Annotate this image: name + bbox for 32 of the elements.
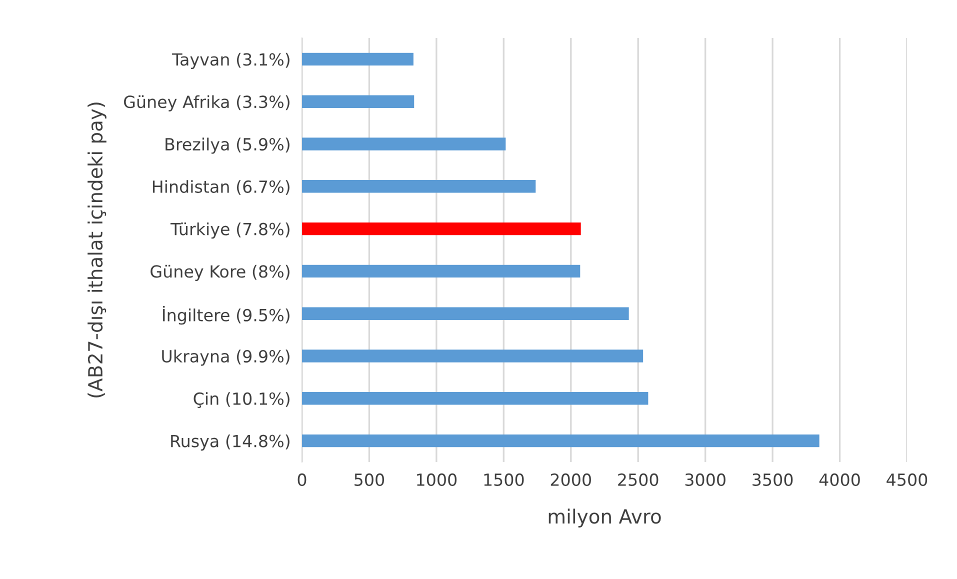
x-tick-label: 2500	[618, 473, 658, 486]
bar	[302, 222, 581, 236]
x-tick-label: 3000	[685, 473, 726, 486]
x-tick-label: 1500	[484, 473, 524, 486]
bar	[302, 350, 644, 362]
y-tick-label: Türkiye (7.8%)	[170, 222, 290, 239]
y-tick-label: Tayvan (3.1%)	[172, 52, 290, 69]
y-tick-label: Brezilya (5.9%)	[166, 138, 290, 154]
y-tick-label: Hindistan (6.7%)	[152, 180, 290, 195]
bar	[302, 138, 506, 150]
y-tick-label: Çin (10.1%)	[194, 392, 290, 408]
y-tick-label: Güney Kore (8%)	[150, 264, 290, 281]
x-tick-label: 1000	[417, 473, 457, 486]
x-tick-label: 500	[354, 473, 384, 486]
bar	[302, 392, 648, 405]
bar	[302, 95, 414, 108]
bar	[302, 180, 536, 193]
x-axis-title: milyon Avro	[548, 508, 661, 528]
bar	[302, 52, 414, 66]
y-tick-label: Güney Afrika (3.3%)	[124, 95, 290, 112]
bar	[302, 264, 580, 278]
x-tick-label: 4500	[886, 473, 928, 486]
bar	[302, 307, 629, 320]
y-tick-label: İngiltere (9.5%)	[163, 306, 290, 325]
y-axis-title: (AB27-dışı ithalat içindeki pay)	[88, 102, 106, 398]
y-tick-label: Rusya (14.8%)	[171, 434, 290, 451]
y-tick-label: Ukrayna (9.9%)	[162, 350, 290, 366]
x-tick-label: 2000	[550, 473, 591, 486]
bar	[302, 434, 820, 448]
x-tick-label: 0	[298, 473, 306, 486]
x-tick-label: 4000	[819, 473, 860, 486]
x-tick-label: 3500	[752, 473, 793, 486]
